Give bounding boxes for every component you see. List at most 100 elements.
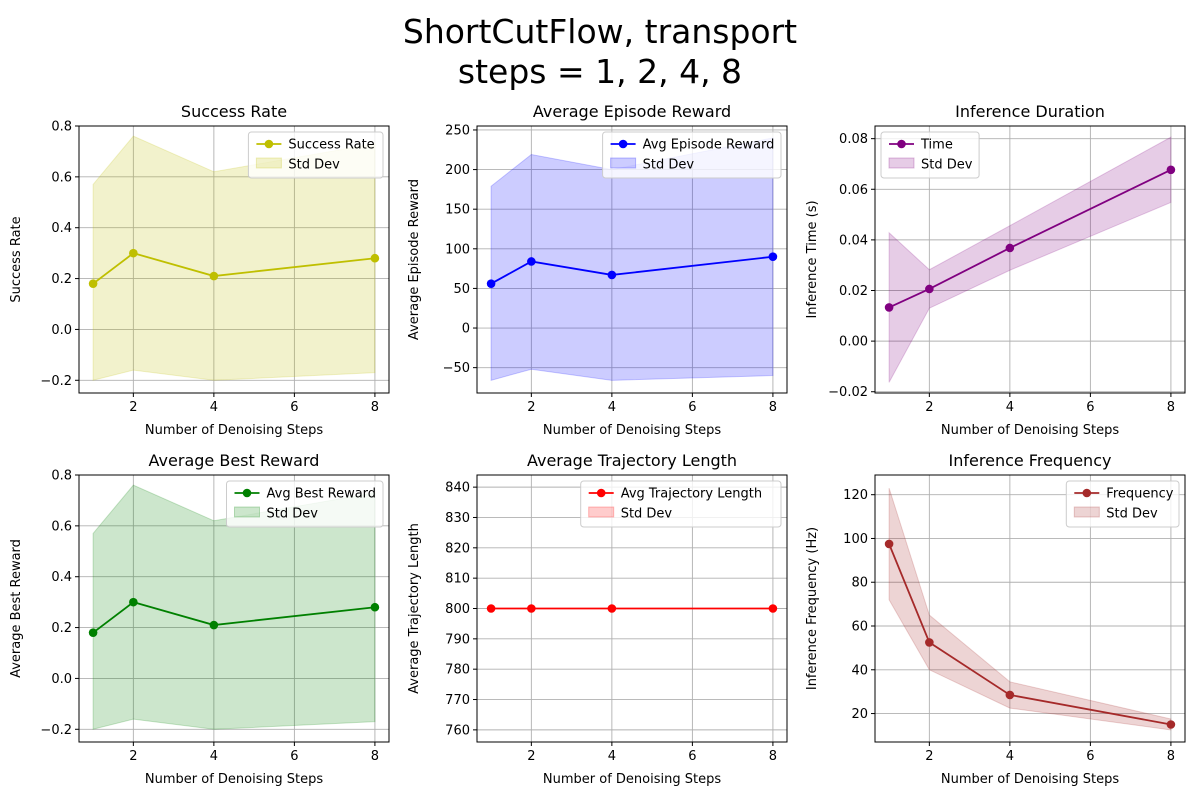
y-tick-label: 200 [445,163,470,178]
y-tick-label: 150 [445,203,470,218]
subplot-1: 2 4 6 8 −0.2 0.0 0.2 0.4 0.6 0.8 Success Rate Numbe… [9,102,390,438]
std-dev-band [490,137,774,381]
y-tick-label: 0.8 [51,469,72,484]
y-axis-label: Success Rate [9,216,24,302]
legend: Success Rate Std Dev [247,131,384,179]
legend-marker [618,139,628,149]
y-tick-label: 250 [445,123,470,138]
y-tick-label: 820 [445,541,470,556]
axes-frame [874,474,1186,743]
legend-label-line: Success Rate [288,138,374,153]
legend-label-line: Frequency [1106,487,1173,502]
y-tick-label: 780 [445,663,470,678]
subplot-title: Success Rate [181,102,287,121]
y-tick-label: 0.02 [839,284,868,299]
subplot-6: 2 4 6 8 20 40 60 80 100 120 Inference Frequency Num… [805,451,1186,787]
y-tick-label: −0.2 [40,723,72,738]
legend-band-swatch [255,157,282,169]
std-dev-band [888,136,1172,383]
x-tick-label: 4 [1006,400,1014,415]
data-point [607,270,617,280]
series-line [888,543,1172,726]
x-tick-label: 2 [925,400,933,415]
data-point [925,284,934,294]
data-point [370,253,380,263]
y-axis-label: Average Trajectory Length [407,523,422,694]
axes-frame [476,125,788,394]
data-point [1166,720,1176,729]
legend-band-swatch [1073,506,1100,518]
data-point [768,604,778,613]
data-point [88,628,98,637]
y-tick-label: 830 [445,511,470,526]
data-point [209,620,219,630]
subplot-title: Average Trajectory Length [527,451,737,470]
data-point [607,604,617,613]
legend-label-line: Avg Episode Reward [643,138,775,153]
legend: Avg Episode Reward Std Dev [602,131,782,179]
legend-label-line: Avg Trajectory Length [621,487,762,502]
x-tick-label: 8 [769,749,777,764]
y-tick-label: 50 [453,282,470,297]
y-tick-label: 20 [851,707,868,722]
data-point [129,248,138,258]
legend-box [226,480,384,528]
y-tick-label: 810 [445,572,470,587]
y-axis-label: Inference Frequency (Hz) [805,527,820,690]
x-axis-label: Number of Denoising Steps [145,772,323,787]
y-tick-label: 0.0 [51,323,72,338]
y-tick-label: 60 [851,620,868,635]
subplots: 2 4 6 8 −0.2 0.0 0.2 0.4 0.6 0.8 Success Rate Numbe… [9,102,1186,787]
y-tick-label: 0.4 [51,570,72,585]
data-point [88,279,98,288]
y-tick-label: 790 [445,632,470,647]
x-tick-label: 4 [210,749,218,764]
y-tick-label: 840 [445,481,470,496]
legend-band-swatch [888,157,915,169]
std-dev-band [92,135,376,381]
legend-band-swatch [588,506,615,518]
x-tick-label: 4 [608,749,616,764]
legend-marker [897,139,906,149]
y-tick-label: 0.2 [51,272,72,287]
series-line [888,168,1172,309]
data-point [884,539,894,549]
axes-frame [78,125,390,394]
x-tick-label: 4 [608,400,616,415]
x-tick-label: 8 [1167,749,1175,764]
y-tick-label: 0.0 [51,672,72,687]
y-tick-label: 0.2 [51,621,72,636]
y-tick-label: 40 [851,663,868,678]
y-tick-label: 760 [445,723,470,738]
series-line [92,252,376,285]
subplot-3: 2 4 6 8 −0.02 0.00 0.02 0.04 0.06 0.08 Inference D… [805,102,1186,438]
legend-marker [596,488,606,498]
legend-label-line: Avg Best Reward [267,487,377,502]
axes-frame [874,125,1186,394]
data-point [486,279,496,288]
x-tick-label: 2 [129,400,137,415]
legend-label-band: Std Dev [621,507,673,522]
x-tick-label: 8 [371,400,379,415]
subplot-title: Inference Duration [955,102,1105,121]
legend: Avg Best Reward Std Dev [226,480,384,528]
subplot-title: Inference Frequency [949,451,1112,470]
legend-label-band: Std Dev [267,507,319,522]
legend: Frequency Std Dev [1065,480,1180,528]
legend-band-swatch [234,506,260,518]
x-axis-label: Number of Denoising Steps [941,423,1119,438]
figure-title-line-2: steps = 1, 2, 4, 8 [458,52,742,91]
x-tick-label: 6 [1086,749,1094,764]
data-point [370,602,380,612]
y-tick-label: 0.4 [51,221,72,236]
x-tick-label: 2 [925,749,933,764]
y-axis-label: Inference Time (s) [805,200,820,318]
y-tick-label: 0.04 [839,233,868,248]
data-point [1005,243,1015,253]
legend-marker [242,488,252,498]
x-axis-label: Number of Denoising Steps [543,772,721,787]
x-tick-label: 2 [527,400,535,415]
legend-marker [1082,488,1092,498]
data-point [1005,690,1015,700]
